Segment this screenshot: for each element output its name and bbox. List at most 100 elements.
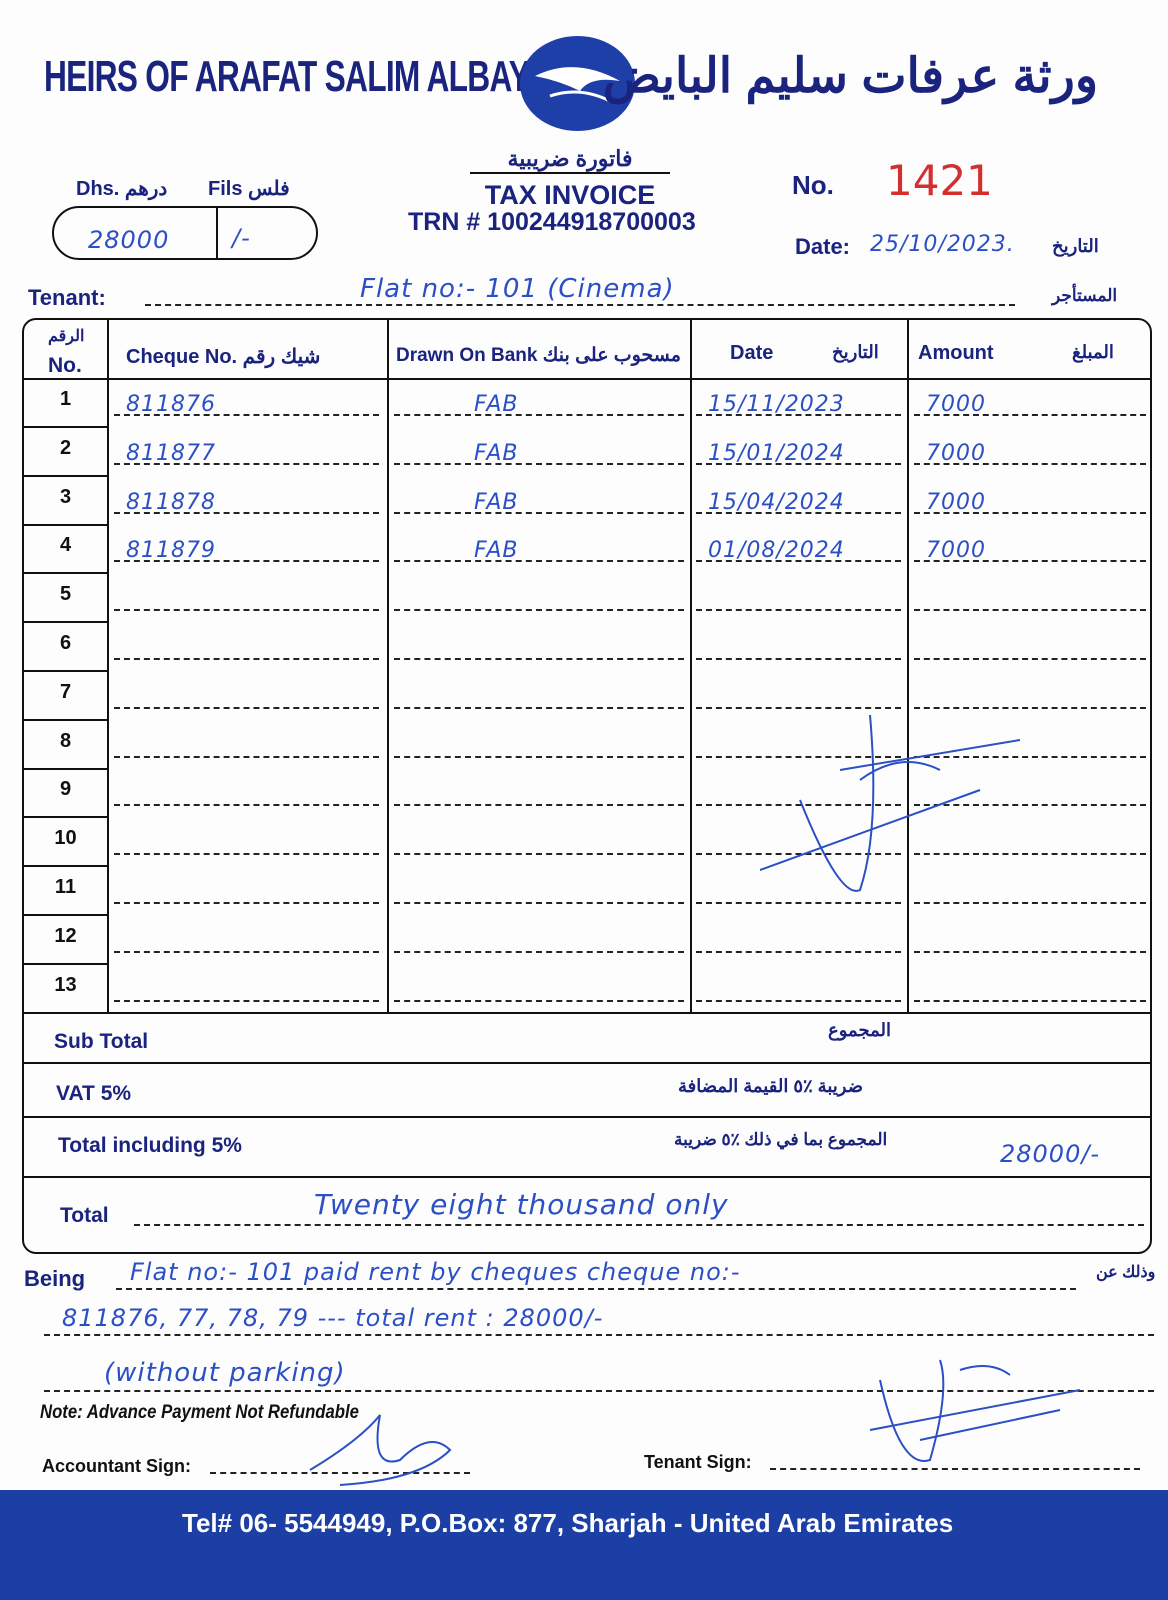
row-number: 2 xyxy=(59,436,72,459)
total-in-words: Twenty eight thousand only xyxy=(314,1188,729,1221)
cell-date xyxy=(696,593,901,612)
table-row: 8 xyxy=(24,720,1150,770)
header-date: Date xyxy=(730,342,774,364)
cell-bank: FAB xyxy=(394,491,684,514)
row-number: 3 xyxy=(59,485,72,508)
cell-cheque xyxy=(114,837,379,856)
table-row: 10 xyxy=(24,817,1150,868)
header-cheque: Cheque No. شيك رقم xyxy=(126,346,321,368)
fils-label: Fils فلس xyxy=(208,178,290,200)
row-number: 10 xyxy=(54,827,77,850)
tenant-signature xyxy=(869,1359,1081,1462)
table-row: 9 xyxy=(24,768,1150,819)
table-row: 11 xyxy=(24,866,1150,916)
invoice-date: 25/10/2023. xyxy=(870,232,1015,257)
cell-bank xyxy=(394,691,684,709)
title: TAX INVOICE xyxy=(484,180,656,210)
cell-bank xyxy=(394,837,684,856)
row-number: 5 xyxy=(59,583,72,606)
row-number: 9 xyxy=(59,778,72,801)
cell-bank xyxy=(394,642,684,660)
being-line-1 xyxy=(116,1274,1076,1290)
cell-date: 15/11/2023 xyxy=(696,394,901,416)
header-date-arabic: التاريخ xyxy=(832,342,879,362)
row-number: 7 xyxy=(59,680,72,703)
date-label-arabic: التاريخ xyxy=(1052,236,1099,256)
tenant-label: Tenant: xyxy=(28,285,106,310)
header-bank: Drawn On Bank مسحوب على بنك xyxy=(396,345,681,366)
cell-cheque xyxy=(114,642,379,660)
cell-cheque xyxy=(114,788,379,807)
table-row: 1 811876 FAB 15/11/2023 7000 xyxy=(24,378,1150,428)
subtotal-label: Sub Total xyxy=(54,1030,149,1053)
table-row: 12 xyxy=(24,915,1150,965)
cell-amount xyxy=(914,837,1146,856)
cell-cheque: 811878 xyxy=(114,491,379,514)
accountant-signature xyxy=(309,1414,452,1486)
header-amount: Amount xyxy=(918,342,994,364)
being-text-3: (without parking) xyxy=(104,1358,346,1388)
cell-date: 01/08/2024 xyxy=(696,540,901,563)
cell-cheque: 811876 xyxy=(114,394,379,416)
cell-amount xyxy=(914,740,1146,758)
cell-bank xyxy=(394,788,684,807)
cell-bank: FAB xyxy=(394,394,684,416)
total-incl-label-arabic: المجموع بما في ذلك ٪٥ ضريبة xyxy=(674,1130,888,1149)
vat-label: VAT 5% xyxy=(56,1082,132,1105)
cell-date xyxy=(696,837,901,856)
tenant-line xyxy=(145,290,1015,306)
company-name-arabic: ورثة عرفات سليم البايض xyxy=(602,50,1098,103)
dhs-value: 28000 xyxy=(88,226,170,254)
row-number: 11 xyxy=(54,876,77,898)
stamp-signature xyxy=(760,714,1021,892)
being-line-2 xyxy=(44,1320,1154,1336)
cell-bank xyxy=(394,984,684,1002)
cell-date xyxy=(696,788,901,807)
being-label: Being xyxy=(24,1266,86,1291)
cell-date xyxy=(696,984,901,1002)
subtotal-label-arabic: المجموع xyxy=(828,1020,891,1040)
header-amount-arabic: المبلغ xyxy=(1072,342,1114,362)
cell-date xyxy=(696,935,901,953)
cell-cheque xyxy=(114,984,379,1002)
footer-bar: Tel# 06- 5544949, P.O.Box: 877, Sharjah … xyxy=(0,1490,1168,1600)
cell-amount: 7000 xyxy=(914,394,1146,416)
cell-bank xyxy=(394,593,684,612)
total-line xyxy=(134,1210,1144,1226)
invoice-number: 1421 xyxy=(886,156,993,205)
title-arabic: فاتورة ضريبية xyxy=(470,146,670,174)
eagle-icon xyxy=(535,67,620,103)
cell-cheque xyxy=(114,740,379,758)
being-text-2: 811876, 77, 78, 79 --- total rent : 2800… xyxy=(62,1304,604,1332)
table-row: 7 xyxy=(24,671,1150,721)
cell-bank xyxy=(394,886,684,904)
cell-amount xyxy=(914,691,1146,709)
cell-cheque xyxy=(114,935,379,953)
cell-date xyxy=(696,691,901,709)
table-row: 2 811877 FAB 15/01/2024 7000 xyxy=(24,427,1150,477)
header-no: No. xyxy=(48,354,82,377)
row-number: 6 xyxy=(59,632,72,654)
total-label: Total xyxy=(60,1204,109,1227)
header-no-arabic: الرقم xyxy=(48,328,85,345)
tenant-sign-label: Tenant Sign: xyxy=(644,1452,752,1472)
table-row: 3 811878 FAB 15/04/2024 7000 xyxy=(24,476,1150,526)
cell-cheque xyxy=(114,691,379,709)
amount-box: 28000 /- xyxy=(52,206,318,260)
cell-amount: 7000 xyxy=(914,442,1146,465)
cell-bank xyxy=(394,935,684,953)
date-label: Date: xyxy=(795,234,851,259)
cell-cheque: 811879 xyxy=(114,540,379,563)
cell-date: 15/01/2024 xyxy=(696,442,901,465)
row-number: 12 xyxy=(54,924,77,947)
cell-cheque xyxy=(114,593,379,612)
tenant-sign-line xyxy=(770,1458,1140,1470)
dhs-label: Dhs. درهم xyxy=(76,178,168,200)
cell-date xyxy=(696,740,901,758)
cheque-table: الرقم No. Cheque No. شيك رقم Drawn On Ba… xyxy=(22,318,1152,1254)
cell-cheque: 811877 xyxy=(114,442,379,465)
logo xyxy=(520,36,635,131)
row-number: 4 xyxy=(59,534,72,557)
table-row: 5 xyxy=(24,573,1150,624)
